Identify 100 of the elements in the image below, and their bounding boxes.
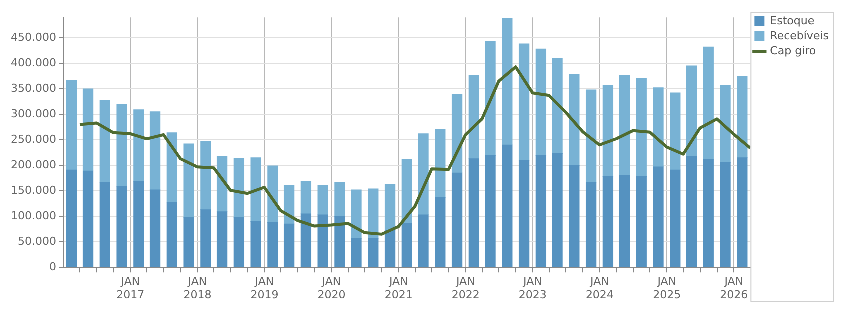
x-tick-label: JAN 2024 — [586, 275, 614, 302]
bar — [384, 230, 396, 268]
bar — [318, 214, 328, 268]
bar — [686, 66, 698, 158]
y-tick-label: 200.000 — [10, 158, 56, 172]
bar — [134, 181, 144, 268]
bar — [653, 88, 664, 168]
bar — [250, 158, 262, 222]
bar — [737, 76, 748, 158]
y-tick-label: 400.000 — [10, 56, 56, 70]
x-tick-label: JAN 2025 — [653, 275, 682, 302]
bar — [268, 166, 278, 224]
x-tick-label: JAN 2026 — [720, 275, 748, 302]
bar — [268, 222, 278, 268]
x-tick-label: JAN 2021 — [384, 275, 413, 302]
bar — [619, 75, 630, 176]
bar — [250, 221, 262, 268]
bar — [184, 217, 194, 268]
legend-label: Cap giro — [770, 44, 816, 58]
bar — [402, 159, 412, 224]
bar — [586, 182, 597, 268]
bar — [737, 158, 748, 268]
bar — [100, 100, 110, 183]
bar — [166, 132, 178, 203]
bar — [300, 214, 312, 268]
bar — [720, 85, 731, 163]
bar — [402, 223, 412, 268]
bar — [569, 74, 580, 166]
bar — [234, 158, 245, 218]
bar — [368, 188, 379, 239]
bar — [318, 185, 328, 216]
bar — [166, 202, 178, 268]
bar — [216, 212, 228, 268]
legend-label: Estoque — [770, 14, 815, 28]
bar — [418, 214, 429, 268]
bar — [82, 88, 94, 172]
y-tick-label: 250.000 — [10, 132, 56, 146]
bar — [602, 85, 614, 178]
bar — [284, 224, 295, 268]
bar — [502, 144, 513, 268]
bar — [468, 75, 480, 160]
y-tick-label: 350.000 — [10, 82, 56, 95]
y-tick-label: 150.000 — [10, 184, 56, 197]
bar — [150, 112, 161, 190]
bar — [300, 181, 312, 214]
bar — [518, 44, 530, 161]
x-tick-label: JAN 2017 — [116, 275, 145, 302]
bar — [116, 104, 128, 187]
bar — [435, 130, 446, 198]
bar — [536, 48, 547, 156]
bar — [334, 216, 346, 268]
bar — [368, 238, 379, 268]
bar — [703, 159, 714, 268]
y-tick-label: 50.000 — [18, 234, 56, 248]
bar — [670, 92, 681, 170]
bar — [200, 210, 212, 268]
bar — [234, 217, 245, 268]
bar — [485, 156, 496, 268]
legend-label: Recebíveis — [770, 29, 830, 42]
bar — [569, 165, 580, 268]
bar — [134, 110, 144, 182]
bar — [418, 134, 429, 216]
bar — [720, 162, 731, 268]
bar — [485, 41, 496, 156]
bar — [435, 197, 446, 268]
bar — [150, 190, 161, 268]
bar — [670, 170, 681, 268]
bar — [636, 78, 647, 178]
bar — [518, 160, 530, 268]
bar — [82, 170, 94, 268]
x-tick-label: JAN 2022 — [452, 275, 480, 302]
bar — [536, 156, 547, 268]
bar — [653, 166, 664, 268]
bar — [686, 156, 698, 268]
bar — [184, 144, 194, 218]
bar — [200, 141, 212, 210]
bar — [66, 170, 78, 268]
bar — [552, 153, 563, 268]
y-tick-label: 450.000 — [10, 30, 56, 44]
x-tick-label: JAN 2020 — [318, 275, 346, 302]
bar — [66, 80, 78, 170]
bar — [452, 172, 463, 268]
bar — [334, 182, 346, 217]
bar — [619, 175, 630, 268]
y-tick-label: 300.000 — [10, 107, 56, 120]
bar — [384, 184, 396, 231]
bar — [552, 58, 563, 154]
bar — [468, 158, 480, 268]
bar — [586, 90, 597, 183]
bar — [351, 238, 362, 268]
x-tick-label: JAN 2023 — [518, 275, 547, 302]
bar — [602, 176, 614, 268]
x-tick-label: JAN 2019 — [250, 275, 279, 302]
y-tick-label: 100.000 — [10, 209, 56, 222]
bar — [100, 182, 110, 268]
x-tick-label: JAN 2018 — [184, 275, 212, 302]
y-tick-label: 0 — [49, 260, 56, 274]
bar — [502, 18, 513, 146]
bar — [116, 186, 128, 268]
bar — [636, 176, 647, 268]
